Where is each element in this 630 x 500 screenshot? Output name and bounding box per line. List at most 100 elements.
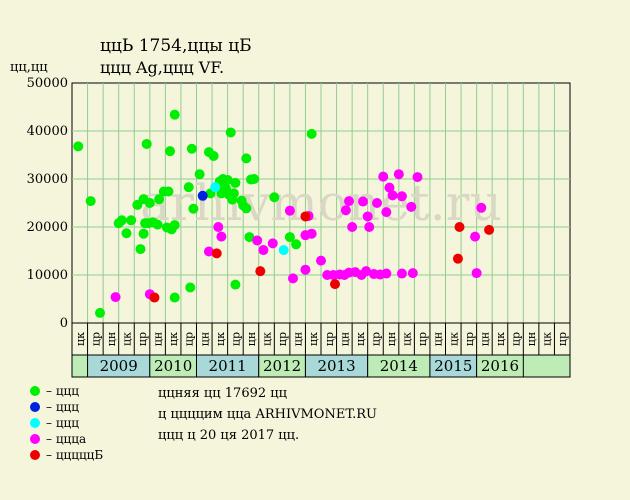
data-point <box>284 205 295 216</box>
month-tick-label: цк <box>120 332 133 346</box>
month-tick-label: цн <box>105 332 118 346</box>
data-point <box>249 174 260 184</box>
data-point <box>126 215 137 226</box>
year-label: 2015 <box>434 357 472 375</box>
data-point <box>300 211 311 222</box>
data-point <box>241 203 252 214</box>
year-label: 2011 <box>209 357 247 375</box>
chart-title: ццЬ 1754,ццы цБ <box>100 36 252 56</box>
data-point <box>241 153 252 164</box>
legend: – ццц – ццц – ццц – ццца – цццццБ <box>30 383 103 463</box>
data-point <box>454 222 465 232</box>
data-point <box>284 232 295 243</box>
month-tick-label: цн <box>525 332 538 346</box>
month-tick-label: цн <box>245 332 258 346</box>
data-point <box>287 273 298 284</box>
data-point <box>300 264 311 275</box>
legend-swatch <box>30 402 40 412</box>
data-point <box>267 238 278 249</box>
data-point <box>203 246 214 257</box>
data-point <box>222 174 233 185</box>
data-point <box>484 224 495 235</box>
month-tick-label: цк <box>167 332 180 346</box>
data-point <box>476 202 487 213</box>
data-point <box>330 279 341 290</box>
data-point <box>470 231 481 242</box>
data-point <box>258 245 269 256</box>
month-tick-label: цн <box>432 332 445 346</box>
legend-item: – цццццБ <box>30 447 103 463</box>
legend-label: – цццццБ <box>46 448 104 462</box>
info-line-3: ццц ц 20 ця 2017 цц. <box>158 428 300 443</box>
data-point <box>358 196 369 207</box>
month-tick-label: цн <box>385 332 398 346</box>
month-tick-label: цн <box>292 332 305 346</box>
data-point <box>186 143 197 154</box>
data-point <box>412 172 423 183</box>
year-label: 2014 <box>380 357 418 375</box>
month-tick-label: цк <box>494 332 507 346</box>
data-point <box>407 268 418 279</box>
data-point <box>144 198 155 208</box>
legend-label: – ццца <box>46 432 87 446</box>
data-point <box>152 219 163 230</box>
year-label: 2009 <box>100 357 138 375</box>
month-tick-label: цк <box>74 332 87 346</box>
legend-swatch <box>30 386 40 396</box>
month-tick-label: цр <box>89 332 102 346</box>
data-point <box>154 194 165 205</box>
data-point <box>213 222 224 232</box>
data-point <box>471 268 482 279</box>
month-tick-label: цк <box>354 332 367 346</box>
y-tick-label: 50000 <box>27 76 68 91</box>
data-point <box>381 207 392 218</box>
data-point <box>110 292 121 303</box>
month-tick-label: цк <box>307 332 320 346</box>
month-tick-label: цр <box>369 332 382 346</box>
y-tick-label: 20000 <box>27 220 68 235</box>
data-point <box>393 169 404 180</box>
month-tick-label: цк <box>541 332 554 346</box>
month-tick-label: цр <box>276 332 289 346</box>
data-point <box>406 201 417 212</box>
data-point <box>188 203 199 214</box>
data-point <box>230 177 241 188</box>
y-axis-unit: цц,цц <box>10 60 48 75</box>
month-tick-label: цр <box>183 332 196 346</box>
data-point <box>291 239 302 250</box>
month-tick-label: цн <box>198 332 211 346</box>
legend-item: – ццц <box>30 399 103 415</box>
data-point <box>361 266 372 277</box>
data-point <box>387 190 398 201</box>
y-tick-label: 10000 <box>27 268 68 283</box>
data-point <box>149 292 160 303</box>
year-label: 2010 <box>154 357 192 375</box>
data-point <box>73 141 84 152</box>
month-tick-label: цр <box>463 332 476 346</box>
chart-subtitle: ццц Ag,ццц VF. <box>100 58 225 77</box>
legend-item: – ццц <box>30 383 103 399</box>
data-point <box>163 186 174 197</box>
month-tick-label: цн <box>338 332 351 346</box>
data-point <box>344 196 355 207</box>
data-point <box>210 182 221 193</box>
data-point <box>278 245 289 256</box>
data-point <box>121 228 132 239</box>
data-point <box>165 146 176 157</box>
month-tick-label: цр <box>229 332 242 346</box>
data-point <box>396 191 407 202</box>
legend-label: – ццц <box>46 384 79 398</box>
y-tick-label: 40000 <box>27 124 68 139</box>
month-tick-label: цк <box>401 332 414 346</box>
data-point <box>208 150 219 161</box>
data-point <box>95 307 106 318</box>
month-tick-label: цр <box>556 332 569 346</box>
data-point <box>372 198 383 208</box>
data-point <box>225 127 236 138</box>
data-point <box>116 215 127 226</box>
y-tick-label: 30000 <box>27 172 68 187</box>
info-line-1: ццняя цц 17692 цц <box>158 386 287 401</box>
data-point <box>85 196 96 207</box>
data-point <box>169 109 180 120</box>
